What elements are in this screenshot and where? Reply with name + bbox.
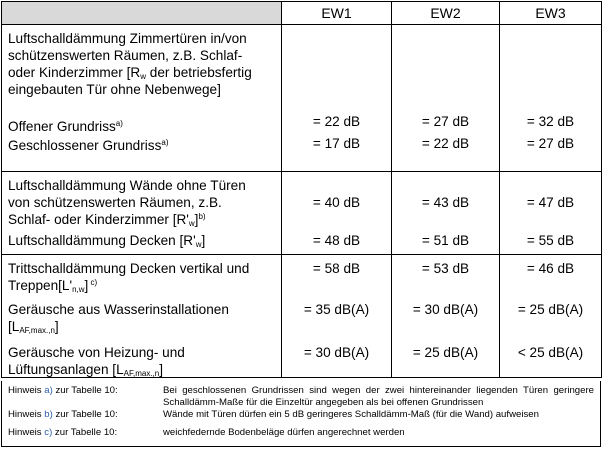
water-ew3: = 25 dB(A)	[517, 302, 584, 317]
header-row: EW1 EW2 EW3	[1, 1, 602, 25]
walls-ew3-cell: = 47 dB = 55 dB	[499, 171, 602, 255]
heating-ew2: = 25 dB(A)	[412, 345, 479, 360]
note-b-text: Wände mit Türen dürfen ein 5 dB geringer…	[163, 409, 539, 420]
row-open-plan-label: Offener Grundrissa)	[8, 119, 123, 134]
impact-ew3-cell: = 46 dB = 25 dB(A) < 25 dB(A)	[499, 254, 602, 378]
note-c-ref: Hinweis c) zur Tabelle 10:	[8, 427, 118, 438]
doors-description: Luftschalldämmung Zimmertüren in/von sch…	[8, 31, 252, 97]
note-c-text: weichfedernde Bodenbeläge dürfen angerec…	[163, 427, 405, 438]
walls-ew2-cell: = 43 dB = 51 dB	[391, 171, 500, 255]
walls-ew3: = 47 dB	[526, 195, 575, 210]
table-notes: Hinweis a) zur Tabelle 10: Bei geschloss…	[1, 381, 601, 447]
walls-ew2: = 43 dB	[421, 195, 470, 210]
note-b-ref: Hinweis b) zur Tabelle 10:	[8, 409, 118, 420]
ceilings-ew1: = 48 dB	[312, 233, 361, 248]
doors-ew3-cell: = 32 dB = 27 dB	[499, 24, 602, 172]
ceilings-ew2: = 51 dB	[421, 233, 470, 248]
open-plan-ew3: = 32 dB	[526, 114, 575, 129]
water-ew1: = 35 dB(A)	[303, 302, 370, 317]
walls-label-cell: Luftschalldämmung Wände ohne Türen von s…	[1, 171, 282, 255]
impact-ew2-cell: = 53 dB = 30 dB(A) = 25 dB(A)	[391, 254, 500, 378]
impact-description: Trittschalldämmung Decken vertikal und T…	[8, 261, 250, 294]
note-b: Hinweis b) zur Tabelle 10: Wände mit Tür…	[8, 409, 594, 423]
walls-description: Luftschalldämmung Wände ohne Türen von s…	[8, 178, 246, 228]
ceilings-ew3: = 55 dB	[526, 233, 575, 248]
doors-ew2-cell: = 27 dB = 22 dB	[391, 24, 500, 172]
impact-ew2: = 53 dB	[421, 261, 470, 276]
open-plan-ew1: = 22 dB	[312, 114, 361, 129]
walls-ew1-cell: = 40 dB = 48 dB	[281, 171, 392, 255]
note-a: Hinweis a) zur Tabelle 10: Bei geschloss…	[8, 385, 594, 411]
row-doors: Luftschalldämmung Zimmertüren in/von sch…	[1, 24, 602, 172]
impact-ew3: = 46 dB	[526, 261, 575, 276]
note-a-ref: Hinweis a) zur Tabelle 10:	[8, 385, 118, 396]
header-blank-cell	[1, 1, 282, 25]
closed-plan-ew1: = 17 dB	[312, 136, 361, 151]
row-impact-noise: Trittschalldämmung Decken vertikal und T…	[1, 254, 602, 378]
impact-ew1-cell: = 58 dB = 35 dB(A) = 30 dB(A)	[281, 254, 392, 378]
open-plan-ew2: = 27 dB	[421, 114, 470, 129]
doors-label-cell: Luftschalldämmung Zimmertüren in/von sch…	[1, 24, 282, 172]
closed-plan-ew3: = 27 dB	[526, 136, 575, 151]
heating-ew3: < 25 dB(A)	[517, 345, 584, 360]
water-description: Geräusche aus Wasserinstallationen [LAF,…	[8, 302, 229, 335]
note-c: Hinweis c) zur Tabelle 10: weichfedernde…	[8, 427, 594, 441]
closed-plan-ew2: = 22 dB	[421, 136, 470, 151]
heating-ew1: = 30 dB(A)	[303, 345, 370, 360]
walls-ew1: = 40 dB	[312, 195, 361, 210]
ceilings-description: Luftschalldämmung Decken [R'w]	[8, 233, 206, 249]
water-ew2: = 30 dB(A)	[412, 302, 479, 317]
impact-label-cell: Trittschalldämmung Decken vertikal und T…	[1, 254, 282, 378]
doors-ew1-cell: = 22 dB = 17 dB	[281, 24, 392, 172]
header-ew3: EW3	[499, 1, 602, 25]
row-closed-plan-label: Geschlossener Grundrissa)	[8, 138, 169, 153]
header-ew1: EW1	[281, 1, 392, 25]
sound-insulation-table: EW1 EW2 EW3 Luftschalldämmung Zimmertüre…	[1, 1, 602, 378]
header-ew2: EW2	[391, 1, 500, 25]
heating-description: Geräusche von Heizung- und Lüftungsanlag…	[8, 345, 185, 378]
note-a-text: Bei geschlossenen Grundrissen sind wegen…	[163, 385, 594, 408]
impact-ew1: = 58 dB	[312, 261, 361, 276]
row-walls-ceilings: Luftschalldämmung Wände ohne Türen von s…	[1, 171, 602, 255]
